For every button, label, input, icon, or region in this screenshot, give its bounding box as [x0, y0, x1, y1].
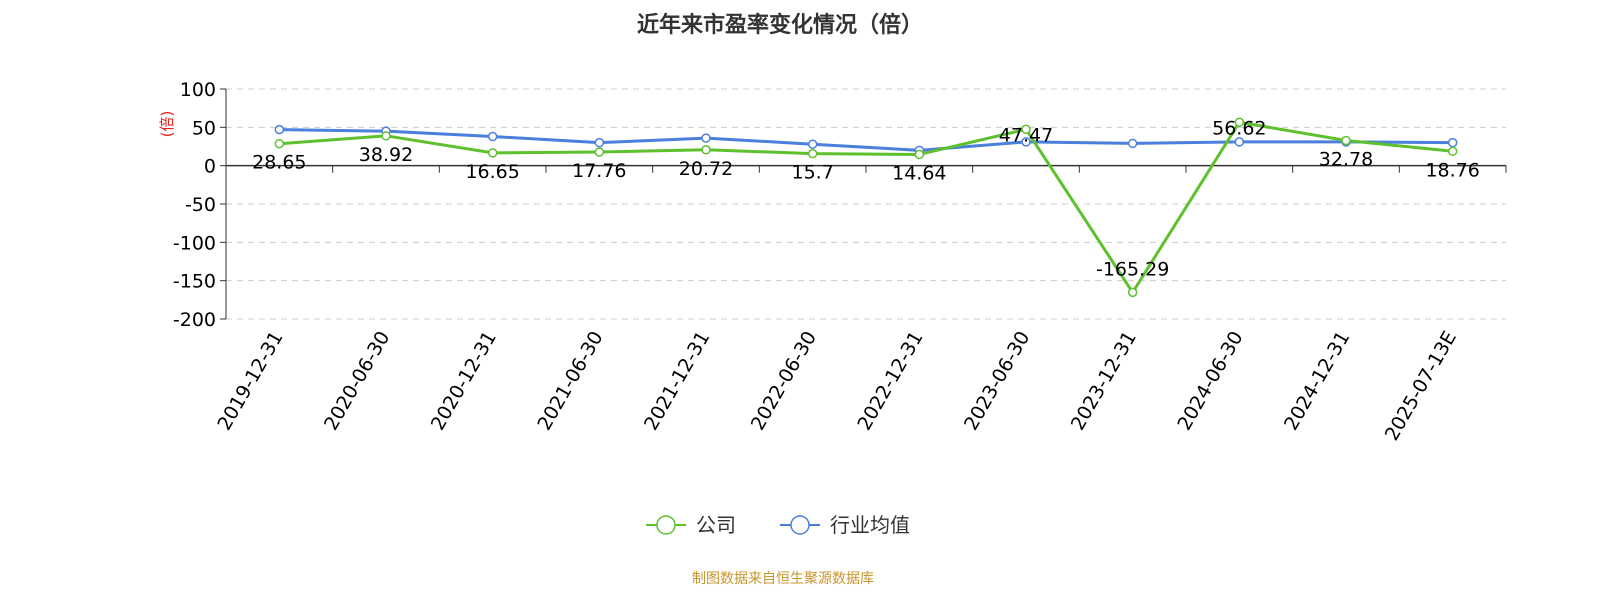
data-point	[914, 149, 925, 160]
data-label: 16.65	[465, 161, 519, 183]
data-point	[487, 131, 498, 142]
legend: 公司 行业均值	[646, 513, 910, 537]
data-point	[1341, 135, 1351, 146]
data-point	[1447, 146, 1458, 157]
series-line	[279, 128, 1453, 152]
data-label: 18.76	[1425, 159, 1479, 181]
data-label: 32.78	[1319, 149, 1373, 171]
data-label: 28.65	[252, 152, 306, 174]
y-tick-label: -150	[173, 271, 216, 293]
data-labels: 28.65 38.92 16.65 17.76 20.72 15.7 14.64 47.47 -…	[252, 117, 1480, 280]
data-point	[807, 139, 818, 149]
x-tick-labels: 2019-12-31 2020-06-30 2020-12-31 2021-06-30…	[213, 327, 1461, 444]
data-point	[701, 145, 711, 155]
series-line	[279, 120, 1453, 294]
data-label: 14.64	[892, 162, 946, 184]
data-point	[807, 148, 818, 159]
data-label: 56.62	[1212, 117, 1266, 139]
legend-marker	[656, 515, 676, 535]
data-point	[594, 137, 605, 148]
source-note: 制图数据来自恒生聚源数据库	[692, 571, 874, 587]
data-point	[274, 138, 285, 149]
x-tick-label: 2022-06-30	[747, 328, 821, 435]
data-label: 17.76	[572, 160, 626, 182]
data-label: 38.92	[359, 144, 413, 166]
y-tick-label: 50	[192, 117, 216, 139]
legend-label: 公司	[696, 513, 736, 537]
data-point	[487, 148, 498, 158]
y-tick-label: 100	[180, 79, 216, 101]
y-tick-labels: 100 50 0 -50 -100 -150 -200	[173, 79, 216, 331]
x-tick-label: 2024-06-30	[1173, 328, 1247, 435]
data-point	[381, 131, 391, 141]
x-tick-label: 2024-12-31	[1280, 328, 1354, 435]
x-tick-label: 2021-12-31	[640, 328, 714, 435]
data-point	[274, 124, 285, 135]
data-point	[1234, 137, 1245, 147]
x-tick-label: 2023-12-31	[1067, 328, 1141, 435]
x-tick-label: 2020-12-31	[427, 327, 501, 434]
data-point	[1447, 137, 1458, 148]
y-tick-label: -50	[185, 194, 216, 216]
data-label: -165.29	[1096, 258, 1169, 280]
data-point	[701, 133, 711, 143]
data-label: 47.47	[999, 124, 1053, 146]
axes	[220, 88, 1507, 320]
x-tick-label: 2019-12-31	[213, 328, 287, 435]
data-point	[594, 147, 605, 157]
y-tick-label: -100	[173, 232, 216, 254]
data-point	[1127, 287, 1138, 298]
data-point	[1127, 138, 1138, 149]
y-tick-label: 0	[204, 156, 216, 178]
chart-title: 近年来市盈率变化情况（倍）	[637, 12, 923, 38]
x-tick-label: 2022-12-31	[853, 327, 927, 434]
data-point	[1234, 117, 1245, 128]
x-tick-label: 2020-06-30	[320, 328, 394, 435]
y-tick-label: -200	[173, 309, 216, 331]
legend-marker	[790, 515, 810, 535]
grid-lines	[226, 88, 1506, 320]
y-axis-unit-label: (倍)	[158, 111, 176, 138]
data-point	[1021, 124, 1031, 135]
x-tick-label: 2021-06-30	[533, 328, 607, 435]
data-label: 15.7	[792, 162, 834, 184]
series-lines	[274, 117, 1458, 298]
legend-label: 行业均值	[830, 513, 910, 537]
x-tick-label: 2025-07-13E	[1381, 328, 1461, 445]
x-tick-label: 2023-06-30	[960, 328, 1034, 435]
data-point	[1021, 137, 1031, 147]
data-label: 20.72	[679, 158, 733, 180]
